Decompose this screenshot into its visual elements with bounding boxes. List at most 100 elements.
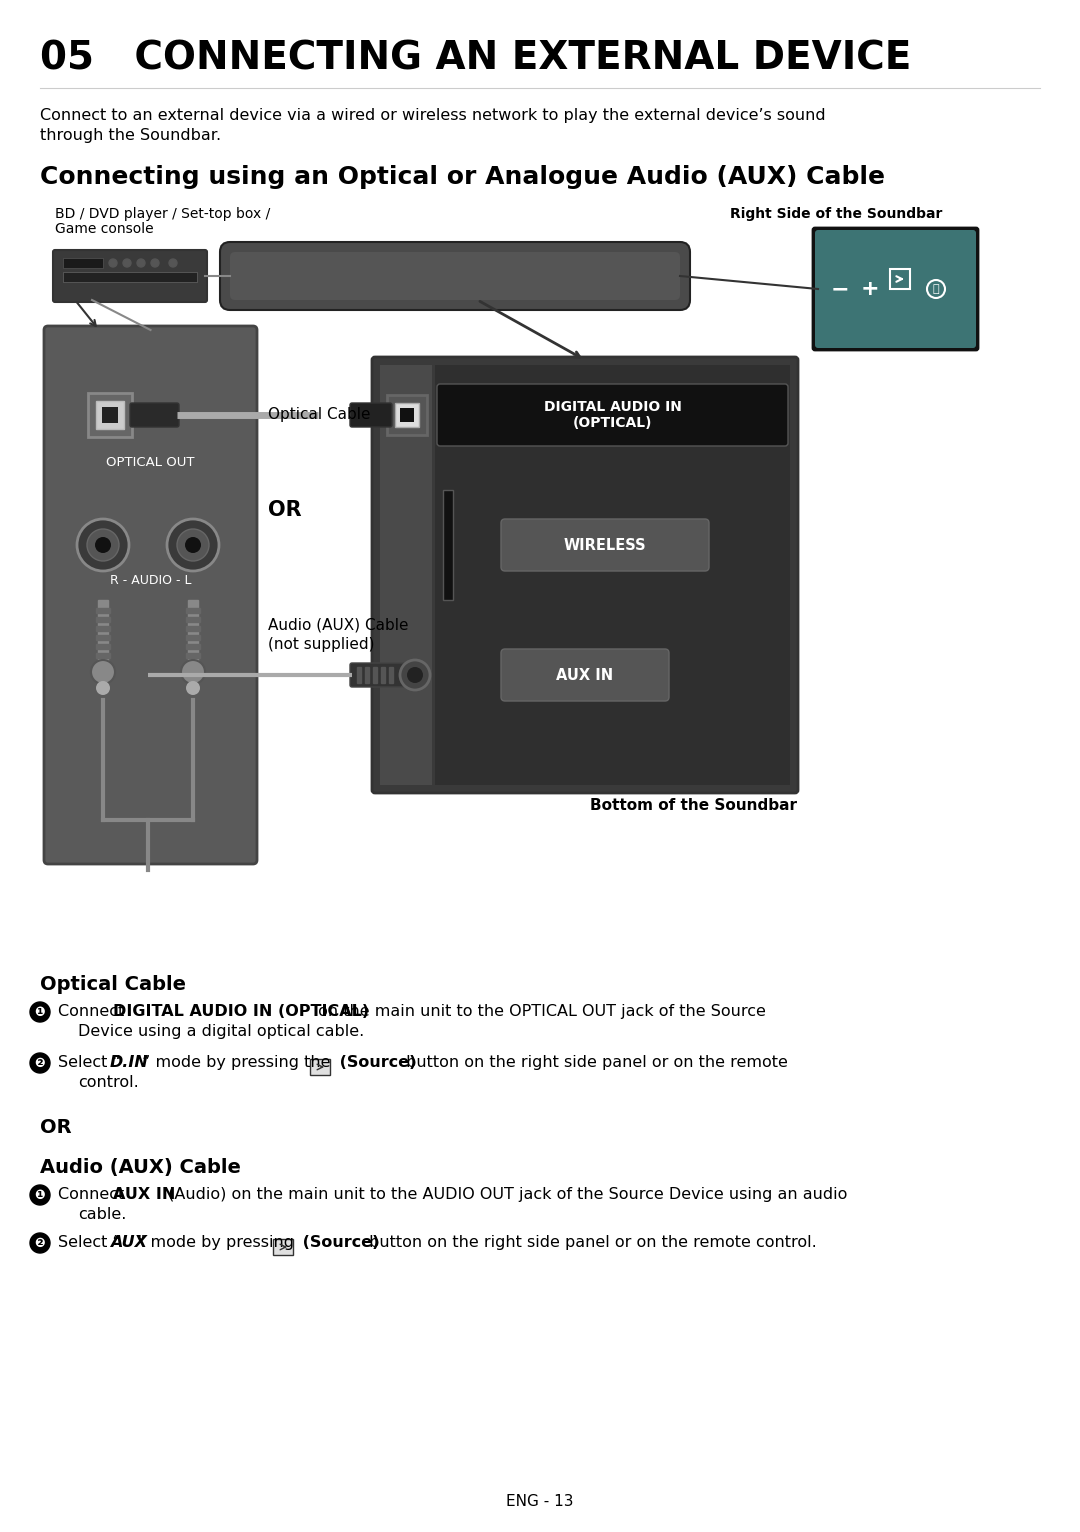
- Text: button on the right side panel or on the remote: button on the right side panel or on the…: [401, 1056, 788, 1069]
- Text: control.: control.: [78, 1075, 138, 1089]
- Text: Audio (AUX) Cable: Audio (AUX) Cable: [268, 617, 408, 633]
- Bar: [188, 601, 198, 665]
- Circle shape: [30, 1184, 50, 1206]
- Circle shape: [123, 259, 131, 267]
- Text: OR: OR: [268, 499, 301, 519]
- Bar: [87, 394, 132, 437]
- Text: ❷: ❷: [35, 1057, 45, 1069]
- FancyBboxPatch shape: [437, 385, 788, 446]
- Text: +: +: [861, 279, 879, 299]
- Circle shape: [30, 1233, 50, 1253]
- FancyBboxPatch shape: [813, 228, 978, 349]
- Text: Optical Cable: Optical Cable: [268, 408, 370, 423]
- Bar: [96, 643, 110, 650]
- FancyBboxPatch shape: [350, 663, 414, 686]
- Bar: [381, 666, 384, 683]
- Bar: [310, 1059, 330, 1075]
- Text: (not supplied): (not supplied): [268, 637, 375, 653]
- Text: Select “: Select “: [58, 1056, 121, 1069]
- Text: DIGITAL AUDIO IN (OPTICAL): DIGITAL AUDIO IN (OPTICAL): [113, 1003, 369, 1019]
- Bar: [389, 666, 393, 683]
- Text: Connecting using an Optical or Analogue Audio (AUX) Cable: Connecting using an Optical or Analogue …: [40, 165, 885, 188]
- Circle shape: [87, 529, 119, 561]
- Circle shape: [96, 682, 110, 696]
- Text: ❷: ❷: [35, 1236, 45, 1250]
- Text: (Audio) on the main unit to the AUDIO OUT jack of the Source Device using an aud: (Audio) on the main unit to the AUDIO OU…: [163, 1187, 848, 1203]
- Circle shape: [168, 259, 177, 267]
- Text: Right Side of the Soundbar: Right Side of the Soundbar: [730, 207, 943, 221]
- Bar: [400, 408, 414, 421]
- Bar: [186, 653, 200, 659]
- Bar: [186, 627, 200, 631]
- Bar: [443, 490, 453, 601]
- Text: Connect: Connect: [58, 1187, 130, 1203]
- Text: DIGITAL AUDIO IN
(OPTICAL): DIGITAL AUDIO IN (OPTICAL): [543, 400, 681, 430]
- Circle shape: [91, 660, 114, 683]
- Text: Audio (AUX) Cable: Audio (AUX) Cable: [40, 1158, 241, 1177]
- Bar: [890, 270, 910, 290]
- Text: Game console: Game console: [55, 222, 153, 236]
- Bar: [96, 617, 110, 622]
- Text: ” mode by pressing the: ” mode by pressing the: [141, 1056, 336, 1069]
- Bar: [96, 401, 124, 429]
- Circle shape: [185, 538, 201, 553]
- Text: AUX IN: AUX IN: [556, 668, 613, 682]
- Bar: [186, 634, 200, 640]
- FancyBboxPatch shape: [53, 250, 207, 302]
- Circle shape: [109, 259, 117, 267]
- FancyBboxPatch shape: [501, 650, 669, 702]
- Bar: [435, 365, 789, 784]
- Bar: [186, 617, 200, 622]
- Text: on the main unit to the OPTICAL OUT jack of the Source: on the main unit to the OPTICAL OUT jack…: [313, 1003, 766, 1019]
- Text: button on the right side panel or on the remote control.: button on the right side panel or on the…: [364, 1235, 816, 1250]
- Text: Optical Cable: Optical Cable: [40, 974, 186, 994]
- Text: R - AUDIO - L: R - AUDIO - L: [110, 573, 191, 587]
- Bar: [186, 608, 200, 613]
- Text: ENG - 13: ENG - 13: [507, 1495, 573, 1509]
- Circle shape: [151, 259, 159, 267]
- Text: (Source): (Source): [297, 1235, 379, 1250]
- FancyBboxPatch shape: [230, 251, 680, 300]
- Bar: [96, 608, 110, 613]
- Bar: [102, 408, 118, 423]
- Text: (Source): (Source): [334, 1056, 417, 1069]
- Bar: [273, 1239, 293, 1255]
- Circle shape: [137, 259, 145, 267]
- Text: OR: OR: [40, 1118, 71, 1137]
- Circle shape: [400, 660, 430, 689]
- Bar: [357, 666, 361, 683]
- Bar: [63, 257, 103, 268]
- Bar: [96, 627, 110, 631]
- Text: OPTICAL OUT: OPTICAL OUT: [106, 455, 194, 469]
- Circle shape: [77, 519, 129, 571]
- Text: AUX: AUX: [110, 1235, 147, 1250]
- FancyBboxPatch shape: [220, 242, 690, 309]
- Circle shape: [30, 1052, 50, 1072]
- FancyBboxPatch shape: [130, 403, 179, 427]
- Text: cable.: cable.: [78, 1207, 126, 1223]
- Circle shape: [95, 538, 111, 553]
- Text: −: −: [831, 279, 849, 299]
- Circle shape: [30, 1002, 50, 1022]
- Text: through the Soundbar.: through the Soundbar.: [40, 129, 221, 142]
- Bar: [387, 395, 427, 435]
- Text: Select “: Select “: [58, 1235, 121, 1250]
- Circle shape: [186, 682, 200, 696]
- Text: 05   CONNECTING AN EXTERNAL DEVICE: 05 CONNECTING AN EXTERNAL DEVICE: [40, 38, 912, 77]
- Bar: [365, 666, 369, 683]
- Text: Bottom of the Soundbar: Bottom of the Soundbar: [590, 798, 797, 812]
- Bar: [96, 634, 110, 640]
- FancyBboxPatch shape: [44, 326, 257, 864]
- Text: Device using a digital optical cable.: Device using a digital optical cable.: [78, 1023, 364, 1039]
- Bar: [186, 643, 200, 650]
- Bar: [380, 365, 432, 784]
- Text: D.IN: D.IN: [110, 1056, 149, 1069]
- FancyBboxPatch shape: [501, 519, 708, 571]
- FancyBboxPatch shape: [815, 230, 976, 348]
- Bar: [96, 653, 110, 659]
- Bar: [63, 273, 197, 282]
- Text: AUX IN: AUX IN: [113, 1187, 175, 1203]
- Text: Connect to an external device via a wired or wireless network to play the extern: Connect to an external device via a wire…: [40, 107, 825, 123]
- Circle shape: [927, 280, 945, 299]
- Text: ⏻: ⏻: [933, 283, 940, 294]
